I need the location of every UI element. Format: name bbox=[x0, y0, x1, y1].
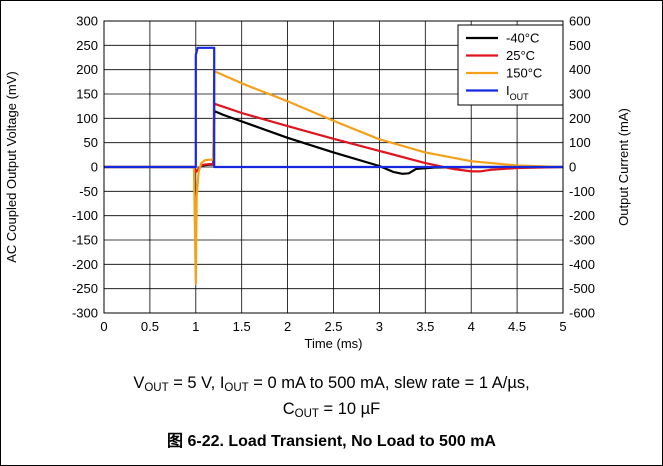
y-tick-label-left: -200 bbox=[72, 257, 98, 272]
x-axis-label: Time (ms) bbox=[304, 336, 362, 351]
x-tick-label: 0.5 bbox=[141, 319, 159, 334]
subscript: OUT bbox=[294, 408, 319, 420]
x-tick-label: 1 bbox=[192, 319, 199, 334]
y-tick-label-left: 150 bbox=[76, 87, 98, 102]
x-tick-label: 5 bbox=[559, 319, 566, 334]
y-axis-label-left: AC Coupled Output Voltage (mV) bbox=[4, 71, 19, 263]
y-tick-label-right: 100 bbox=[569, 135, 591, 150]
x-tick-label: 1.5 bbox=[233, 319, 251, 334]
x-tick-label: 4 bbox=[468, 319, 475, 334]
x-tick-label: 3 bbox=[376, 319, 383, 334]
x-tick-label: 4.5 bbox=[508, 319, 526, 334]
y-tick-label-left: 0 bbox=[91, 160, 98, 175]
subscript: OUT bbox=[144, 382, 169, 394]
series-line bbox=[104, 46, 563, 169]
y-tick-label-left: 300 bbox=[76, 14, 98, 29]
y-tick-label-right: -600 bbox=[569, 306, 595, 321]
conditions-line-2: COUT = 10 µF bbox=[282, 400, 381, 420]
y-tick-label-right: -200 bbox=[569, 208, 595, 223]
y-tick-label-left: 100 bbox=[76, 111, 98, 126]
series-group bbox=[104, 46, 564, 285]
y-tick-label-right: 400 bbox=[569, 62, 591, 77]
x-tick-label: 2 bbox=[284, 319, 291, 334]
x-tick-label: 2.5 bbox=[324, 319, 342, 334]
y-tick-label-right: 300 bbox=[569, 87, 591, 102]
y-tick-label-right: -300 bbox=[569, 233, 595, 248]
y-tick-label-left: 250 bbox=[76, 38, 98, 53]
y-tick-label-right: -500 bbox=[569, 281, 595, 296]
y-tick-label-left: -250 bbox=[72, 281, 98, 296]
y-tick-label-right: 0 bbox=[569, 160, 576, 175]
x-tick-label: 0 bbox=[100, 319, 107, 334]
y-tick-label-right: 600 bbox=[569, 14, 591, 29]
y-axis-label-right: Output Current (mA) bbox=[616, 108, 631, 226]
tick-labels: 0 0.5 1 1.5 2 2.5 3 3.5 4 4.5 5300250200150100500-… bbox=[72, 14, 595, 335]
y-tick-label-left: 50 bbox=[84, 135, 98, 150]
subscript: OUT bbox=[224, 382, 249, 394]
legend-label: -40°C bbox=[506, 31, 539, 46]
plot-area bbox=[103, 20, 564, 314]
y-tick-label-left: -100 bbox=[72, 208, 98, 223]
x-tick-label: 3.5 bbox=[416, 319, 434, 334]
conditions-line-1: VOUT = 5 V, IOUT = 0 mA to 500 mA, slew … bbox=[133, 374, 530, 394]
y-tick-label-left: 200 bbox=[76, 62, 98, 77]
legend-label-subscript: OUT bbox=[510, 92, 530, 102]
y-tick-label-right: 500 bbox=[569, 38, 591, 53]
y-tick-label-right: -400 bbox=[569, 257, 595, 272]
y-tick-label-left: -150 bbox=[72, 233, 98, 248]
y-tick-label-left: -300 bbox=[72, 306, 98, 321]
y-tick-label-right: -100 bbox=[569, 184, 595, 199]
y-tick-label-right: 200 bbox=[569, 111, 591, 126]
legend-label: 25°C bbox=[506, 48, 535, 63]
figure-caption: 图 6-22. Load Transient, No Load to 500 m… bbox=[167, 433, 496, 450]
y-tick-label-left: -50 bbox=[79, 184, 98, 199]
legend-label: 150°C bbox=[506, 66, 542, 81]
